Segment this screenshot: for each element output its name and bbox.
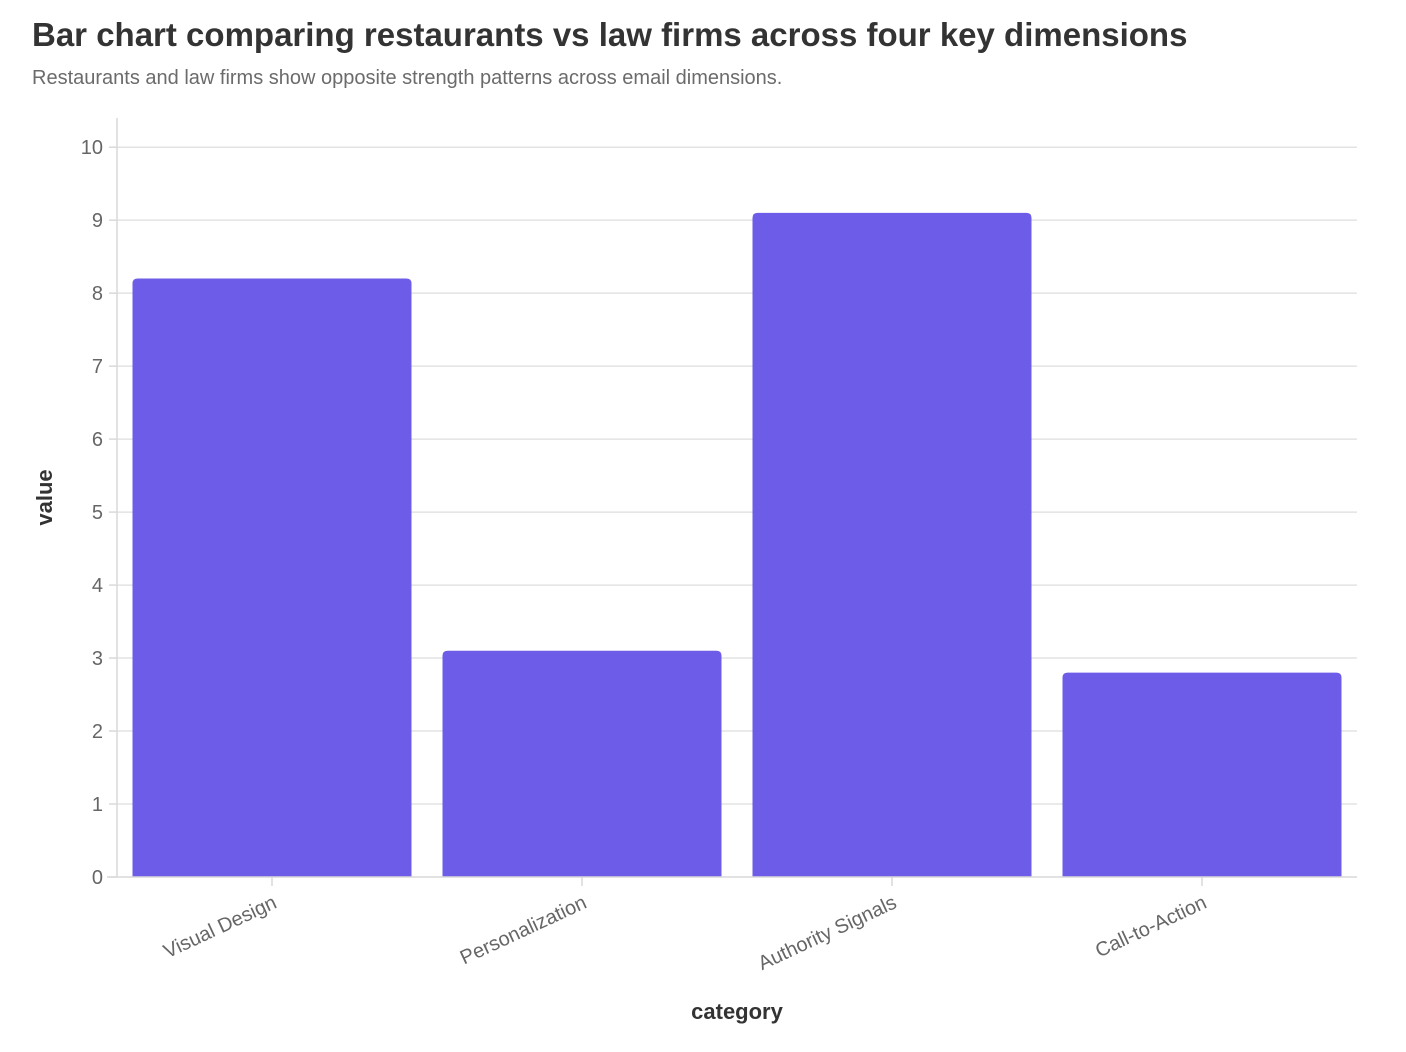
y-tick-labels: 0 1 2 3 4 5 6 7 8 9 10 [81,137,103,889]
y-tick-label: 3 [92,648,103,670]
bar [132,278,412,877]
y-tick-label: 8 [92,283,103,305]
x-tick-label: Authority Signals [755,892,900,975]
y-tick-label: 7 [92,356,103,378]
chart-subtitle: Restaurants and law firms show opposite … [32,67,783,89]
y-tick-label: 4 [92,575,103,597]
y-tick-label: 6 [92,429,103,451]
x-axis-title: category [691,999,783,1024]
bars [132,212,1342,877]
bar [442,650,722,877]
axes [107,118,1357,878]
y-tick-label: 10 [81,137,103,159]
x-tick-label: Call-to-Action [1092,892,1210,963]
x-tick-label: Personalization [457,892,590,970]
x-tick-labels: Visual Design Personalization Authority Si… [160,877,1210,975]
y-axis-title: value [32,469,57,525]
y-tick-label: 0 [92,867,103,889]
chart-title: Bar chart comparing restaurants vs law f… [32,16,1188,53]
y-tick-label: 9 [92,210,103,232]
bar [1062,672,1342,877]
x-tick-label: Visual Design [160,892,280,963]
bar [752,212,1032,877]
y-tick-label: 5 [92,502,103,524]
y-tick-label: 1 [92,794,103,816]
y-tick-label: 2 [92,721,103,743]
